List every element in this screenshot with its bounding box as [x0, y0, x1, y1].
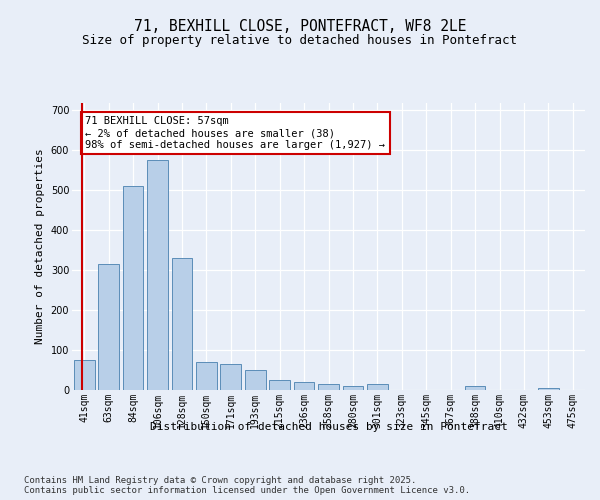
Text: Size of property relative to detached houses in Pontefract: Size of property relative to detached ho… — [83, 34, 517, 47]
Y-axis label: Number of detached properties: Number of detached properties — [35, 148, 45, 344]
Bar — [464, 386, 485, 390]
Bar — [147, 160, 168, 390]
Bar — [367, 384, 388, 390]
Bar — [538, 388, 559, 390]
Bar — [98, 264, 119, 390]
Bar — [293, 382, 314, 390]
Bar — [172, 258, 193, 390]
Text: 71, BEXHILL CLOSE, PONTEFRACT, WF8 2LE: 71, BEXHILL CLOSE, PONTEFRACT, WF8 2LE — [134, 19, 466, 34]
Text: Distribution of detached houses by size in Pontefract: Distribution of detached houses by size … — [150, 422, 508, 432]
Text: Contains HM Land Registry data © Crown copyright and database right 2025.
Contai: Contains HM Land Registry data © Crown c… — [24, 476, 470, 495]
Bar — [245, 370, 266, 390]
Bar — [220, 364, 241, 390]
Bar — [269, 380, 290, 390]
Bar — [122, 186, 143, 390]
Bar — [74, 360, 95, 390]
Bar — [318, 384, 339, 390]
Text: 71 BEXHILL CLOSE: 57sqm
← 2% of detached houses are smaller (38)
98% of semi-det: 71 BEXHILL CLOSE: 57sqm ← 2% of detached… — [85, 116, 385, 150]
Bar — [343, 386, 364, 390]
Bar — [196, 362, 217, 390]
